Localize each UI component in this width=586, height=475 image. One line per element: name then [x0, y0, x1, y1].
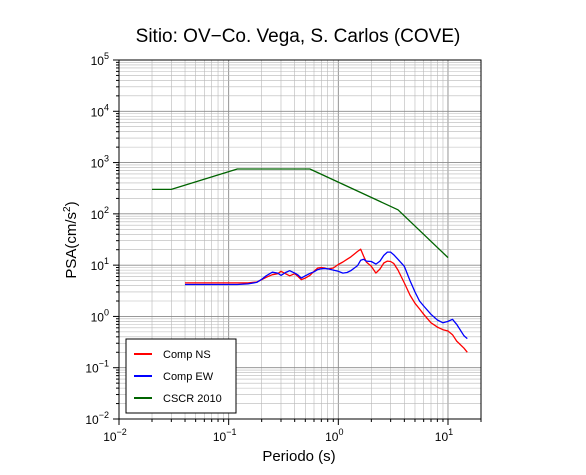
series-line-comp-ew [185, 251, 468, 340]
legend-label-comp-ns: Comp NS [163, 349, 211, 361]
y-tick-label: 102 [91, 205, 109, 222]
legend: Comp NS Comp EW CSCR 2010 [125, 338, 237, 414]
y-tick-label: 10−2 [85, 410, 109, 427]
series-line-comp-ns [185, 248, 468, 353]
chart-title: Sitio: OV−Co. Vega, S. Carlos (COVE) [136, 26, 461, 47]
y-axis-label-base: PSA(cm/s [63, 212, 80, 279]
x-tick-label: 10−1 [213, 427, 237, 444]
y-axis-label: PSA(cm/s2) [62, 201, 80, 278]
y-axis-label-end: ) [63, 201, 80, 206]
series-layer [152, 168, 468, 353]
y-tick-label: 100 [91, 307, 109, 324]
x-tick-label: 10−2 [103, 427, 127, 444]
legend-label-cscr-2010: CSCR 2010 [163, 393, 222, 405]
x-axis-ticks: 10−2 10−1 100 101 [103, 419, 482, 444]
x-tick-label: 101 [435, 427, 453, 444]
series-line-cscr-2010 [152, 168, 449, 259]
grid [118, 59, 482, 420]
y-tick-label: 104 [91, 102, 109, 119]
plot-frame [118, 59, 482, 420]
y-axis-ticks: 10−2 10−1 100 101 102 103 104 105 [85, 51, 119, 427]
legend-label-comp-ew: Comp EW [163, 371, 214, 383]
y-tick-label: 10−1 [85, 359, 109, 376]
y-tick-label: 103 [91, 154, 109, 171]
x-axis-label: Periodo (s) [262, 448, 335, 465]
x-tick-label: 100 [325, 427, 343, 444]
y-tick-label: 105 [91, 51, 109, 68]
y-tick-label: 101 [91, 256, 109, 273]
y-axis-label-superscript: 2 [62, 206, 73, 212]
